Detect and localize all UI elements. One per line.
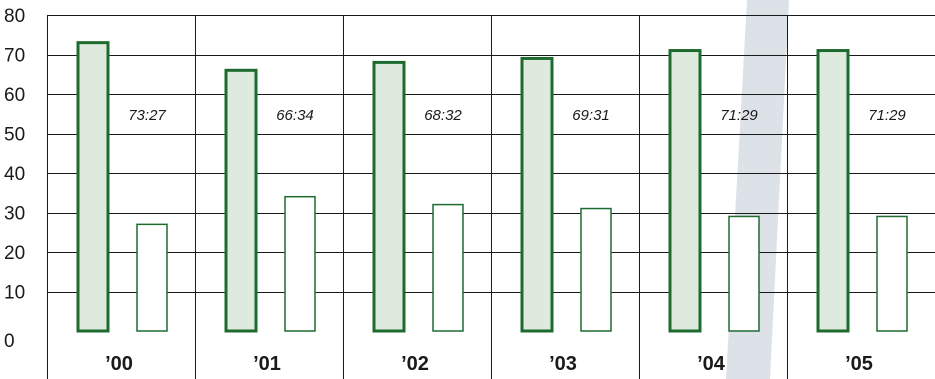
category-label: ’03 (549, 353, 577, 375)
x-axis-category-labels: ’00 ’01 ’02 ’03 ’04 ’05 (105, 353, 873, 375)
y-tick-label: 80 (4, 6, 25, 27)
ratio-labels: 73:27 66:34 68:32 69:31 71:29 71:29 (128, 107, 906, 124)
ratio-label: 66:34 (276, 107, 314, 124)
ratio-label: 68:32 (424, 107, 462, 124)
y-tick-label: 10 (4, 283, 25, 304)
bar-series-1 (76, 41, 110, 333)
bar-series-2 (728, 215, 760, 332)
y-tick-label: 50 (4, 125, 25, 146)
y-tick-label: 20 (4, 243, 25, 264)
bars (76, 41, 908, 333)
ratio-label: 71:29 (720, 107, 758, 124)
bar-series-2 (876, 215, 908, 332)
category-label: ’04 (697, 353, 726, 375)
category-label: ’00 (105, 353, 133, 375)
ratio-label: 71:29 (868, 107, 906, 124)
ratio-label: 69:31 (572, 107, 610, 124)
bar-series-2 (580, 207, 612, 332)
y-tick-label: 40 (4, 164, 25, 185)
category-label: ’01 (253, 353, 281, 375)
ratio-label: 73:27 (128, 107, 166, 124)
bar-series-1 (372, 60, 406, 333)
bar-series-2 (432, 203, 464, 332)
bar-series-1 (816, 49, 850, 333)
y-axis-tick-labels: 0 10 20 30 40 50 60 70 80 (4, 6, 25, 352)
bar-series-2 (284, 195, 316, 332)
bar-series-1 (224, 68, 258, 333)
bar-series-1 (520, 56, 554, 333)
y-tick-label: 70 (4, 46, 25, 67)
y-tick-label: 60 (4, 85, 25, 106)
category-label: ’05 (845, 353, 873, 375)
y-tick-label: 0 (4, 331, 15, 352)
bar-series-1 (668, 49, 702, 333)
grid-lines (47, 15, 935, 379)
category-label: ’02 (401, 353, 429, 375)
bar-series-2 (136, 223, 168, 332)
y-tick-label: 30 (4, 204, 25, 225)
